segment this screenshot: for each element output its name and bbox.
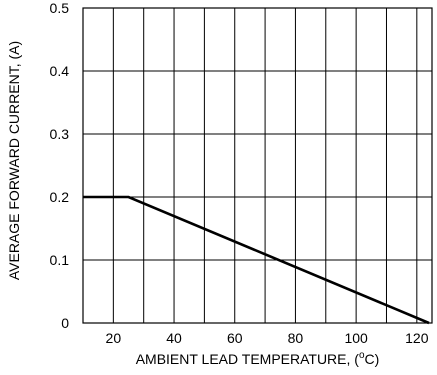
x-tick-label: 120: [405, 330, 429, 346]
grid-lines: [82, 7, 432, 324]
x-tick-label: 80: [288, 330, 304, 346]
y-tick-label: 0.4: [50, 63, 70, 79]
y-axis-title: AVERAGE FORWARD CURRENT, (A): [6, 41, 22, 280]
y-tick-labels: 0 0.1 0.2 0.3 0.4 0.5: [50, 0, 70, 331]
x-tick-label: 60: [227, 330, 243, 346]
y-tick-label: 0.3: [50, 126, 70, 142]
y-tick-label: 0.5: [50, 0, 70, 16]
x-tick-label: 40: [166, 330, 182, 346]
y-tick-label: 0: [61, 315, 69, 331]
x-tick-label: 20: [106, 330, 122, 346]
x-tick-labels: 20 40 60 80 100 120: [106, 330, 429, 346]
plot-frame: [82, 7, 433, 324]
series-layer: [83, 195, 430, 325]
series-line-0: [83, 195, 430, 325]
x-tick-label: 100: [344, 330, 368, 346]
x-axis-title: AMBIENT LEAD TEMPERATURE, (oC): [136, 350, 380, 367]
y-tick-label: 0.2: [50, 189, 70, 205]
y-tick-label: 0.1: [50, 252, 70, 268]
